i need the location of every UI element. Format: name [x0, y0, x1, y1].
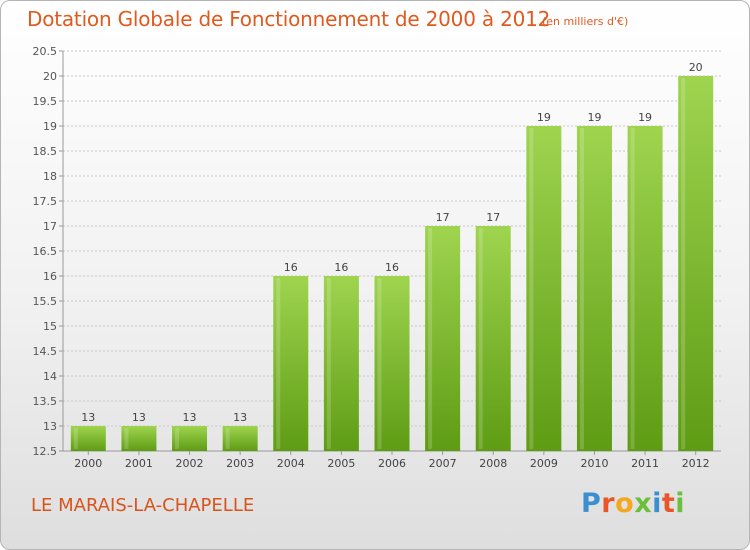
bar-2002	[172, 426, 208, 451]
bars	[70, 76, 714, 451]
bar-2007	[425, 226, 461, 451]
bar-value-label: 17	[486, 211, 500, 224]
x-tick-label: 2000	[74, 457, 102, 470]
y-tick-label: 13.5	[33, 395, 58, 408]
x-tick-label: 2001	[125, 457, 153, 470]
bar-highlight	[681, 78, 686, 449]
y-tick-label: 12.5	[33, 445, 58, 458]
x-tick-label: 2006	[378, 457, 406, 470]
labels: 12.5 13 13.5 14 14.5 15 15.5 16 16.5 17 17.5 18 18.5…	[33, 45, 710, 470]
x-tick-label: 2009	[530, 457, 558, 470]
bar-value-label: 16	[334, 261, 348, 274]
bar-highlight	[478, 228, 483, 449]
y-tick-label: 14.5	[33, 345, 58, 358]
y-tick-label: 16.5	[33, 245, 58, 258]
bar-highlight	[377, 278, 382, 449]
y-tick-label: 13	[43, 420, 57, 433]
x-tick-label: 2008	[479, 457, 507, 470]
bar-2011	[627, 126, 663, 451]
y-tick-label: 18.5	[33, 145, 58, 158]
bar-value-label: 16	[385, 261, 399, 274]
y-tick-label: 15.5	[33, 295, 58, 308]
bar-value-label: 13	[233, 411, 247, 424]
y-tick-label: 20.5	[33, 45, 58, 58]
bar-highlight	[225, 428, 230, 449]
bar-value-label: 19	[638, 111, 652, 124]
bar-2000	[70, 426, 106, 451]
bar-value-label: 16	[284, 261, 298, 274]
bar-2010	[576, 126, 612, 451]
bar-highlight	[630, 128, 635, 449]
bar-highlight	[428, 228, 433, 449]
bar-2009	[526, 126, 562, 451]
bar-2001	[121, 426, 157, 451]
bar-value-label: 17	[436, 211, 450, 224]
y-tick-label: 17	[43, 220, 57, 233]
bar-value-label: 20	[689, 61, 703, 74]
bar-2005	[323, 276, 359, 451]
chart-title: Dotation Globale de Fonctionnement de 20…	[27, 7, 551, 31]
y-tick-label: 19	[43, 120, 57, 133]
chart-subtitle: (en milliers d'€)	[542, 15, 629, 28]
y-tick-label: 16	[43, 270, 57, 283]
x-tick-label: 2011	[631, 457, 659, 470]
x-tick-label: 2002	[176, 457, 204, 470]
bar-value-label: 19	[537, 111, 551, 124]
proxiti-logo[interactable]: Proxiti	[581, 488, 686, 519]
bar-highlight	[175, 428, 180, 449]
bar-2004	[273, 276, 309, 451]
bar-2006	[374, 276, 410, 451]
x-tick-label: 2012	[682, 457, 710, 470]
y-tick-label: 14	[43, 370, 57, 383]
bar-value-label: 13	[132, 411, 146, 424]
bar-highlight	[529, 128, 534, 449]
x-tick-label: 2003	[226, 457, 254, 470]
y-tick-label: 15	[43, 320, 57, 333]
bar-highlight	[579, 128, 584, 449]
x-tick-label: 2005	[327, 457, 355, 470]
bar-2012	[678, 76, 714, 451]
bar-highlight	[124, 428, 129, 449]
bar-value-label: 13	[183, 411, 197, 424]
bar-2003	[222, 426, 258, 451]
y-tick-label: 18	[43, 170, 57, 183]
x-tick-label: 2007	[429, 457, 457, 470]
bar-highlight	[326, 278, 331, 449]
x-tick-label: 2004	[277, 457, 305, 470]
bar-2008	[475, 226, 511, 451]
bar-highlight	[73, 428, 78, 449]
y-tick-label: 19.5	[33, 95, 58, 108]
commune-name: LE MARAIS-LA-CHAPELLE	[31, 495, 255, 516]
bar-highlight	[276, 278, 281, 449]
y-tick-label: 17.5	[33, 195, 58, 208]
x-tick-label: 2010	[580, 457, 608, 470]
y-tick-label: 20	[43, 70, 57, 83]
bar-value-label: 13	[81, 411, 95, 424]
bar-value-label: 19	[587, 111, 601, 124]
